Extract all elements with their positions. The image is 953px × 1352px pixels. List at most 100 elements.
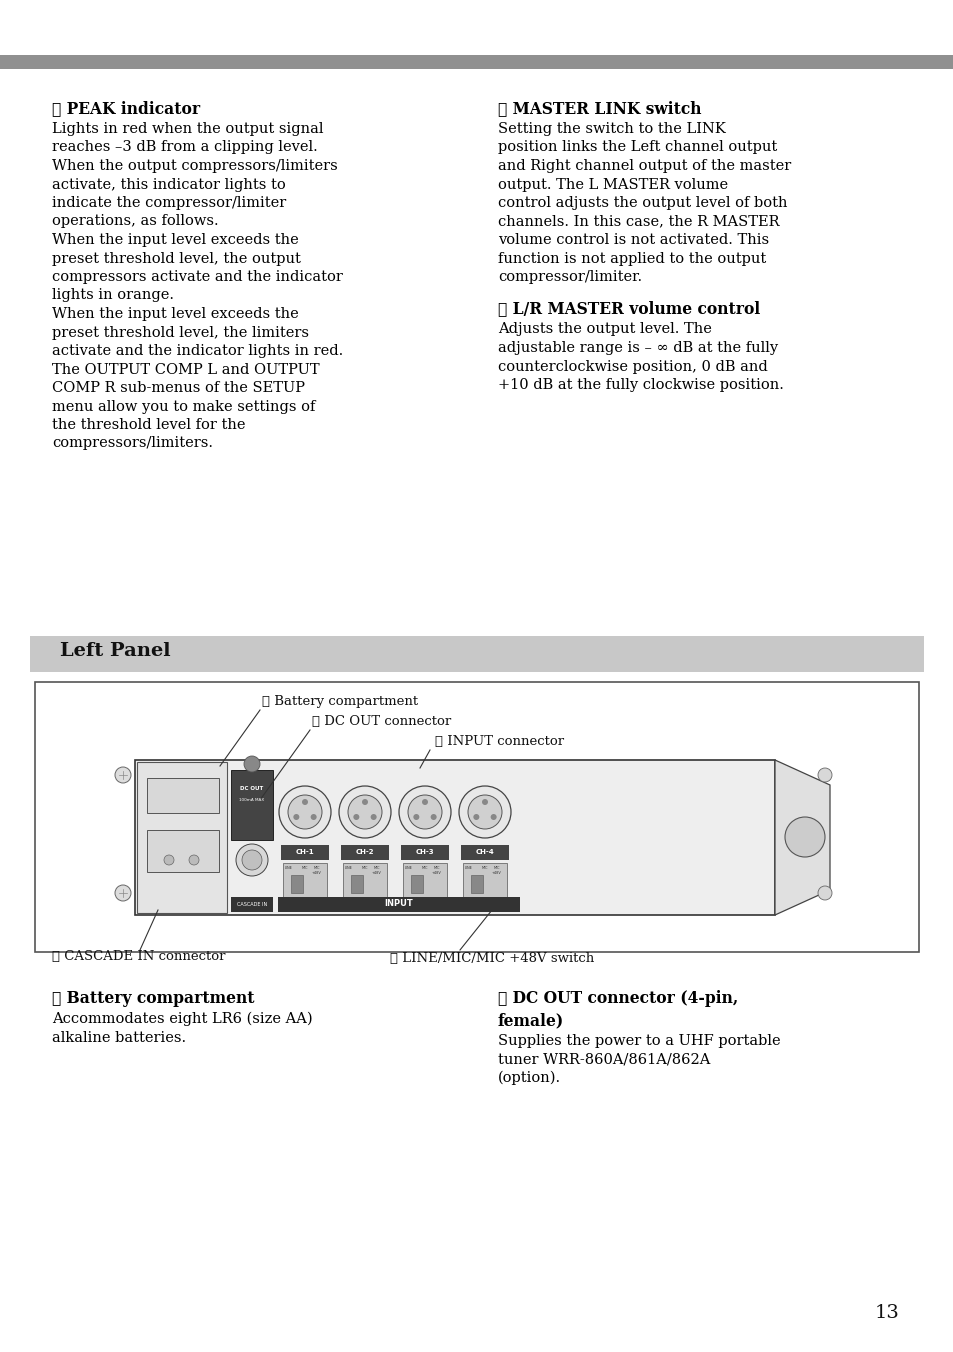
- Text: counterclockwise position, 0 dB and: counterclockwise position, 0 dB and: [497, 360, 767, 373]
- Text: MIC: MIC: [421, 867, 428, 869]
- Text: CH-3: CH-3: [416, 849, 434, 854]
- Text: ③ L/R MASTER volume control: ③ L/R MASTER volume control: [497, 300, 760, 318]
- Text: volume control is not activated. This: volume control is not activated. This: [497, 233, 768, 247]
- Circle shape: [338, 786, 391, 838]
- Text: +48V: +48V: [492, 871, 501, 875]
- Text: 13: 13: [874, 1303, 899, 1322]
- Bar: [340, 845, 389, 860]
- Bar: [351, 875, 363, 894]
- Circle shape: [817, 768, 831, 781]
- Circle shape: [244, 756, 260, 772]
- Circle shape: [473, 814, 478, 821]
- Text: reaches –3 dB from a clipping level.: reaches –3 dB from a clipping level.: [52, 141, 317, 154]
- Text: ❹ LINE/MIC/MIC +48V switch: ❹ LINE/MIC/MIC +48V switch: [390, 952, 594, 965]
- Bar: [137, 763, 227, 913]
- Text: Left Panel: Left Panel: [60, 642, 171, 660]
- Circle shape: [490, 814, 497, 821]
- Text: the threshold level for the: the threshold level for the: [52, 418, 245, 433]
- Circle shape: [348, 795, 381, 829]
- Text: ② MASTER LINK switch: ② MASTER LINK switch: [497, 100, 700, 118]
- Text: compressors activate and the indicator: compressors activate and the indicator: [52, 270, 342, 284]
- Text: adjustable range is – ∞ dB at the fully: adjustable range is – ∞ dB at the fully: [497, 341, 778, 356]
- Circle shape: [421, 799, 428, 804]
- Text: LINE: LINE: [285, 867, 293, 869]
- Text: Adjusts the output level. The: Adjusts the output level. The: [497, 323, 711, 337]
- Text: ❶ Battery compartment: ❶ Battery compartment: [262, 695, 417, 708]
- Circle shape: [164, 854, 173, 865]
- Text: alkaline batteries.: alkaline batteries.: [52, 1030, 186, 1045]
- Circle shape: [371, 814, 376, 821]
- Bar: [0, 55, 953, 69]
- Bar: [35, 681, 918, 952]
- Text: compressor/limiter.: compressor/limiter.: [497, 270, 641, 284]
- Text: and Right channel output of the master: and Right channel output of the master: [497, 160, 790, 173]
- Text: +48V: +48V: [432, 871, 441, 875]
- Bar: [135, 760, 774, 915]
- Text: COMP R sub-menus of the SETUP: COMP R sub-menus of the SETUP: [52, 381, 305, 395]
- Text: MIC: MIC: [314, 867, 320, 869]
- Text: LINE: LINE: [345, 867, 353, 869]
- Text: activate and the indicator lights in red.: activate and the indicator lights in red…: [52, 343, 343, 358]
- Text: Setting the switch to the LINK: Setting the switch to the LINK: [497, 122, 725, 137]
- Text: MIC: MIC: [434, 867, 439, 869]
- Text: Supplies the power to a UHF portable: Supplies the power to a UHF portable: [497, 1034, 780, 1048]
- Circle shape: [115, 767, 131, 783]
- Text: When the input level exceeds the: When the input level exceeds the: [52, 233, 298, 247]
- Text: 100mA MAX: 100mA MAX: [239, 798, 264, 802]
- Text: female): female): [497, 1013, 563, 1029]
- Polygon shape: [774, 760, 829, 915]
- Circle shape: [413, 814, 419, 821]
- Text: tuner WRR-860A/861A/862A: tuner WRR-860A/861A/862A: [497, 1052, 710, 1067]
- Text: LINE: LINE: [464, 867, 473, 869]
- Circle shape: [817, 886, 831, 900]
- Text: ❺ CASCADE IN connector: ❺ CASCADE IN connector: [52, 950, 225, 963]
- Bar: [283, 863, 327, 899]
- Text: preset threshold level, the output: preset threshold level, the output: [52, 251, 300, 265]
- Text: LINE: LINE: [405, 867, 413, 869]
- Text: operations, as follows.: operations, as follows.: [52, 215, 218, 228]
- Text: indicate the compressor/limiter: indicate the compressor/limiter: [52, 196, 286, 210]
- Text: +48V: +48V: [312, 871, 321, 875]
- Circle shape: [779, 767, 794, 783]
- Text: INPUT: INPUT: [384, 899, 413, 909]
- Text: When the output compressors/limiters: When the output compressors/limiters: [52, 160, 337, 173]
- Bar: [460, 845, 509, 860]
- Text: ❷ DC OUT connector (4-pin,: ❷ DC OUT connector (4-pin,: [497, 990, 738, 1007]
- Text: activate, this indicator lights to: activate, this indicator lights to: [52, 177, 286, 192]
- Text: When the input level exceeds the: When the input level exceeds the: [52, 307, 298, 320]
- Text: lights in orange.: lights in orange.: [52, 288, 173, 303]
- Circle shape: [242, 850, 262, 869]
- Circle shape: [278, 786, 331, 838]
- Text: ① PEAK indicator: ① PEAK indicator: [52, 100, 200, 118]
- Circle shape: [398, 786, 451, 838]
- Text: MIC: MIC: [361, 867, 368, 869]
- Text: MIC: MIC: [301, 867, 308, 869]
- Bar: [471, 875, 482, 894]
- Bar: [411, 875, 422, 894]
- Bar: [343, 863, 387, 899]
- Circle shape: [115, 886, 131, 900]
- Text: ❸ INPUT connector: ❸ INPUT connector: [435, 735, 563, 748]
- Circle shape: [430, 814, 436, 821]
- Circle shape: [408, 795, 441, 829]
- Circle shape: [302, 799, 308, 804]
- Bar: [277, 896, 519, 913]
- Text: compressors/limiters.: compressors/limiters.: [52, 437, 213, 450]
- Circle shape: [288, 795, 322, 829]
- Text: CH-1: CH-1: [295, 849, 314, 854]
- Text: MIC: MIC: [481, 867, 488, 869]
- Bar: [30, 635, 923, 672]
- Text: CH-4: CH-4: [476, 849, 494, 854]
- Bar: [281, 845, 329, 860]
- Circle shape: [779, 886, 794, 900]
- Text: control adjusts the output level of both: control adjusts the output level of both: [497, 196, 786, 210]
- Circle shape: [353, 814, 359, 821]
- Text: channels. In this case, the R MASTER: channels. In this case, the R MASTER: [497, 215, 779, 228]
- Circle shape: [458, 786, 511, 838]
- Text: function is not applied to the output: function is not applied to the output: [497, 251, 765, 265]
- Text: +10 dB at the fully clockwise position.: +10 dB at the fully clockwise position.: [497, 379, 783, 392]
- Circle shape: [189, 854, 199, 865]
- Text: The OUTPUT COMP L and OUTPUT: The OUTPUT COMP L and OUTPUT: [52, 362, 319, 376]
- Text: +48V: +48V: [372, 871, 381, 875]
- Circle shape: [311, 814, 316, 821]
